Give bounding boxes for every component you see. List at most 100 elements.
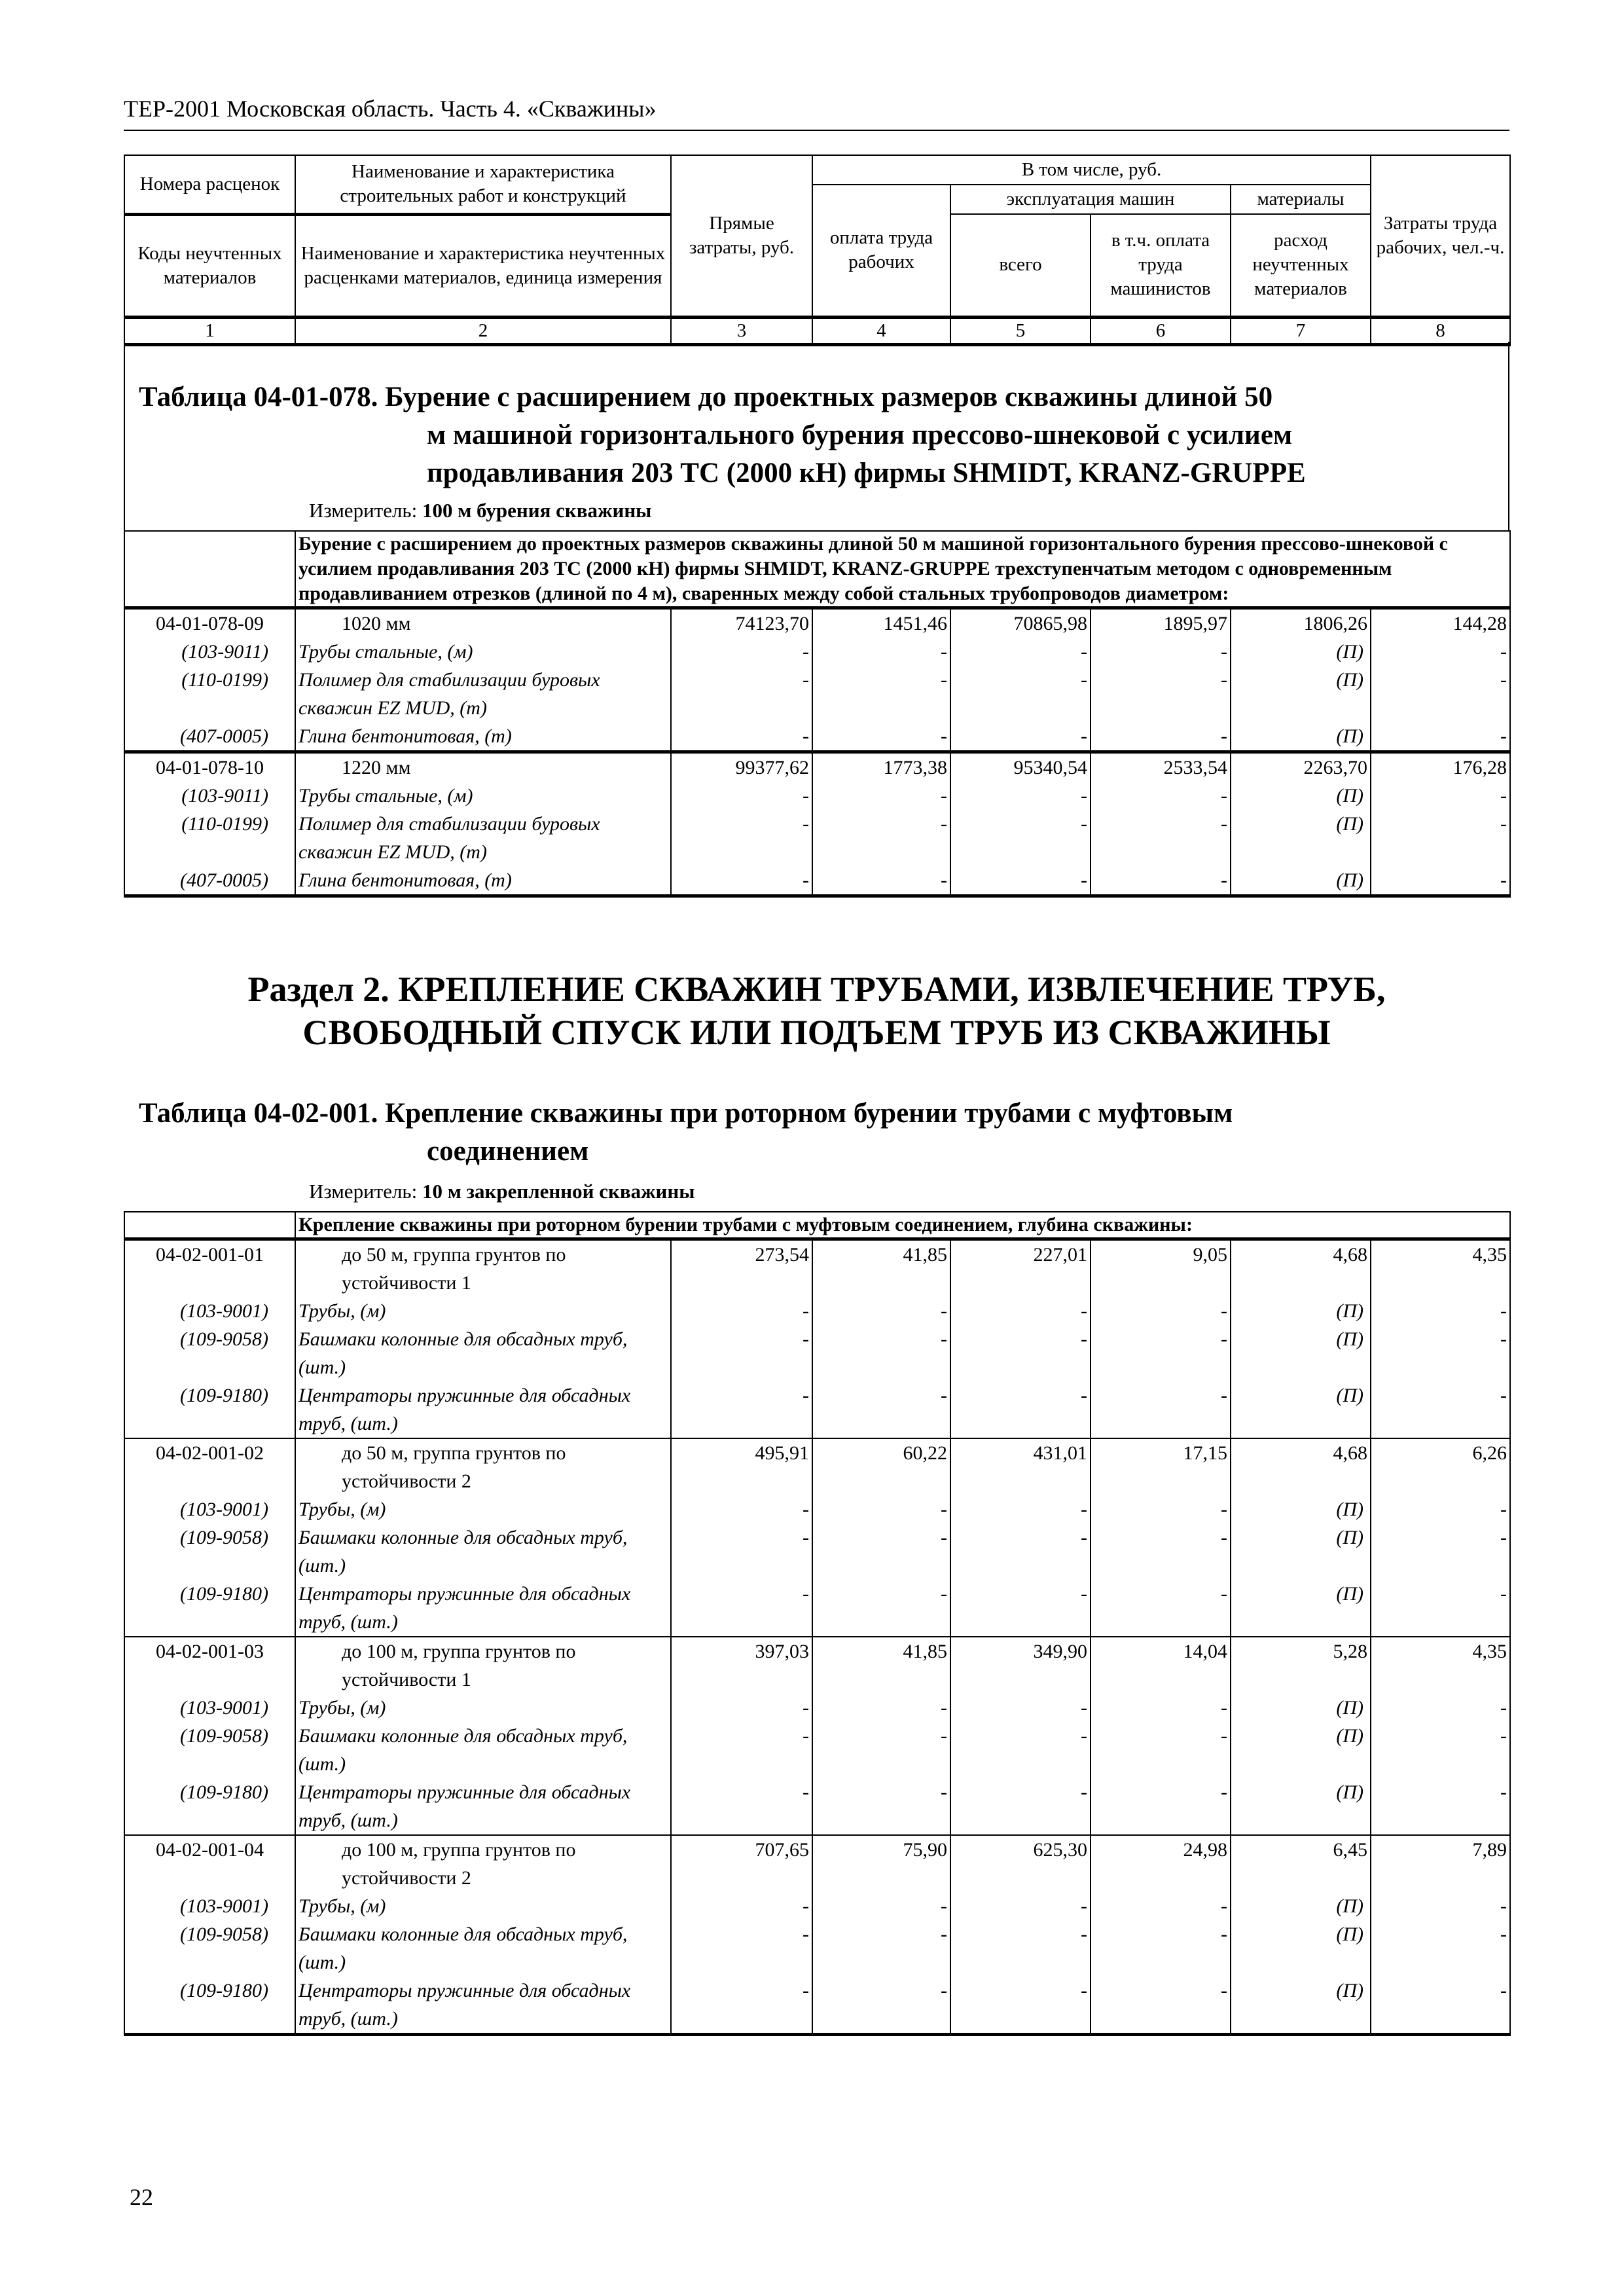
rate-code: 04-02-001-04 [124,1834,296,1892]
value-cell: - [1370,1722,1511,1778]
rate-name: до 50 м, группа грунтов по устойчивости … [295,1237,672,1297]
column-number: 1 [124,315,296,346]
material-code: (109-9058) [124,1325,296,1381]
material-name: Башмаки колонные для обсадных труб, (шт.… [295,1523,672,1580]
value-cell: 41,85 [812,1636,951,1694]
value-cell: - [950,866,1091,898]
value-cell: - [670,1580,813,1637]
material-row: (110-0199) Полимер для стабилизации буров… [124,666,1511,722]
column-number: 4 [812,315,951,346]
value-cell: - [1090,638,1231,666]
value-cell: 5,28 [1230,1636,1371,1694]
value-cell: - [670,1381,813,1438]
table2-title-line: соединением [427,1136,589,1167]
column-header-table: Номера расценок Наименование и характери… [124,155,1511,346]
value-cell: 144,28 [1370,606,1511,638]
header-including: В том числе, руб. [812,155,1371,185]
value-cell: - [1370,1523,1511,1580]
material-code: (103-9001) [124,1694,296,1722]
value-cell: - [950,1722,1091,1778]
material-code: (109-9180) [124,1381,296,1438]
value-cell: - [1370,1580,1511,1637]
description-blank [124,530,296,608]
value-cell: - [670,1778,813,1835]
value-cell: - [812,866,951,898]
value-cell: - [950,1523,1091,1580]
value-cell: - [1090,1778,1231,1835]
value-cell: 75,90 [812,1834,951,1892]
value-cell: 1451,46 [812,606,951,638]
value-cell: 9,05 [1090,1237,1231,1297]
value-cell: - [1090,1694,1231,1722]
material-row: (407-0005) Глина бентонитовая, (т) - - - - (П)… [124,722,1511,752]
rate-code: 04-01-078-10 [124,750,296,782]
value-cell: - [1370,1495,1511,1523]
material-name: Трубы стальные, (м) [295,782,672,810]
table-row: 04-01-078-10 1220 мм 99377,62 1773,38 95340,… [124,750,1511,782]
value-cell: - [670,1920,813,1977]
measure-value: 10 м закрепленной скважины [422,1180,695,1203]
value-cell: - [670,1297,813,1325]
material-row: (109-9180) Центраторы пружинные для обсад… [124,1580,1511,1637]
table1-title: Таблица 04-01-078. Бурение с расширением… [139,378,1507,492]
value-cell: - [812,1778,951,1835]
header-worker-pay: оплата труда рабочих [812,184,951,318]
measure-value: 100 м бурения скважины [422,499,652,522]
material-row: (103-9001) Трубы, (м) - - - - (П) - [124,1694,1511,1722]
value-cell: 4,68 [1230,1438,1371,1495]
value-cell: - [812,1381,951,1438]
measure-label: Измеритель: [309,499,422,522]
value-cell: - [670,1892,813,1920]
value-cell: - [670,1977,813,2036]
value-cell: - [950,1495,1091,1523]
material-name: Башмаки колонные для обсадных труб, (шт.… [295,1722,672,1778]
value-cell: - [950,1297,1091,1325]
header-machinist-pay: в т.ч. оплата труда машинистов [1090,213,1231,318]
value-cell: (П) [1230,1694,1371,1722]
value-cell: 1895,97 [1090,606,1231,638]
material-code: (109-9180) [124,1580,296,1637]
material-code: (109-9180) [124,1778,296,1835]
value-cell: 14,04 [1090,1636,1231,1694]
value-cell: 227,01 [950,1237,1091,1297]
value-cell: - [812,810,951,866]
value-cell: (П) [1230,1778,1371,1835]
value-cell: - [812,1580,951,1637]
table2-title: Таблица 04-02-001. Крепление скважины пр… [139,1095,1507,1171]
material-row: (109-9058) Башмаки колонные для обсадных … [124,1722,1511,1778]
value-cell: - [812,1495,951,1523]
value-cell: - [812,1977,951,2036]
value-cell: (П) [1230,1892,1371,1920]
value-cell: 625,30 [950,1834,1091,1892]
material-code: (103-9001) [124,1495,296,1523]
description-row: Крепление скважины при роторном бурении … [124,1211,1511,1239]
measure-label: Измеритель: [309,1180,422,1203]
column-number: 7 [1230,315,1371,346]
value-cell: - [812,1920,951,1977]
material-row: (103-9011) Трубы стальные, (м) - - - - (П) - [124,782,1511,810]
value-cell: 4,35 [1370,1636,1511,1694]
rate-group: 04-01-078-10 1220 мм 99377,62 1773,38 95340,… [124,750,1511,898]
rate-group: 04-02-001-01 до 50 м, группа грунтов по у… [124,1237,1511,1438]
value-cell: (П) [1230,1297,1371,1325]
description-blank [124,1211,296,1239]
material-name: Трубы, (м) [295,1892,672,1920]
value-cell: 707,65 [670,1834,813,1892]
value-cell: - [670,1495,813,1523]
value-cell: 70865,98 [950,606,1091,638]
header-work-name: Наименование и характеристика строительн… [295,155,672,216]
table-row: 04-02-001-02 до 50 м, группа грунтов по у… [124,1438,1511,1495]
value-cell: - [1370,638,1511,666]
value-cell: - [1090,1325,1231,1381]
value-cell: - [1370,1778,1511,1835]
value-cell: - [670,1325,813,1381]
value-cell: (П) [1230,782,1371,810]
material-code: (110-0199) [124,810,296,866]
header-machine-total: всего [950,213,1091,318]
rate-name: до 100 м, группа грунтов по устойчивости… [295,1834,672,1892]
value-cell: - [1370,666,1511,722]
material-code: (103-9011) [124,638,296,666]
table-right-border [1508,342,1509,532]
value-cell: 2263,70 [1230,750,1371,782]
table1-title-line: продавливания 203 ТС (2000 кН) фирмы SHM… [427,458,1306,488]
